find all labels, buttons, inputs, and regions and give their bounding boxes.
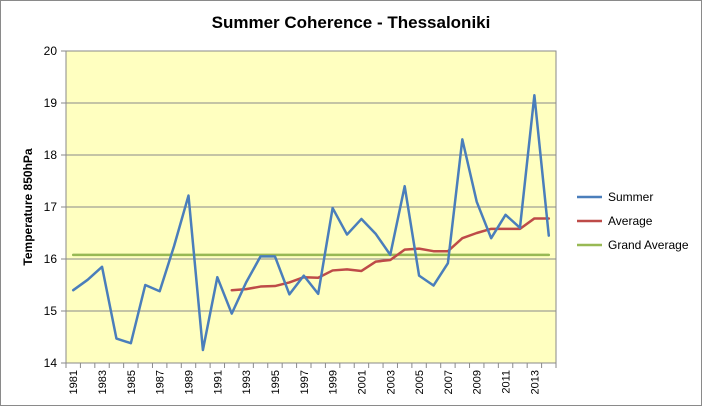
x-tick-label: 1983 xyxy=(97,370,109,394)
x-tick-label: 1987 xyxy=(155,370,167,394)
y-tick-label: 17 xyxy=(44,200,58,214)
y-tick-label: 19 xyxy=(44,96,58,110)
grid-layer xyxy=(66,102,556,312)
x-tick-label: 1985 xyxy=(126,370,138,394)
legend-label-grand-average: Grand Average xyxy=(608,238,689,252)
x-tick-label: 2013 xyxy=(529,370,541,394)
x-tick-label: 1989 xyxy=(184,370,196,394)
x-tick-label: 2005 xyxy=(414,370,426,394)
x-tick-label: 1999 xyxy=(328,370,340,394)
legend: Summer Average Grand Average xyxy=(577,190,689,252)
y-tick-label: 20 xyxy=(44,44,58,58)
legend-label-average: Average xyxy=(608,214,653,228)
x-tick-label: 1993 xyxy=(241,370,253,394)
x-tick-label: 1991 xyxy=(212,370,224,394)
y-tick-label: 14 xyxy=(44,356,58,370)
x-tick-label: 1981 xyxy=(68,370,80,394)
x-tick-label: 1995 xyxy=(270,370,282,394)
x-axis-ticks: 1981 1983 1985 1987 1989 1991 1993 1995 1997 1999… xyxy=(65,363,557,394)
series-line-summer xyxy=(71,93,551,352)
x-tick-label: 2003 xyxy=(385,370,397,394)
legend-label-summer: Summer xyxy=(608,190,653,204)
x-tick-label: 2007 xyxy=(443,370,455,394)
series-layer xyxy=(71,93,551,352)
y-tick-label: 18 xyxy=(44,148,58,162)
y-tick-label: 16 xyxy=(44,252,58,266)
y-axis-label: Temperature 850hPa xyxy=(21,148,35,265)
x-tick-label: 1997 xyxy=(299,370,311,394)
y-axis-ticks: 14 15 16 17 18 19 20 xyxy=(44,44,66,370)
x-tick-label: 2001 xyxy=(356,370,368,394)
x-tick-label: 2011 xyxy=(501,370,513,394)
chart-title: Summer Coherence - Thessaloniki xyxy=(212,13,491,32)
y-tick-label: 15 xyxy=(44,304,58,318)
x-tick-label: 2009 xyxy=(472,370,484,394)
